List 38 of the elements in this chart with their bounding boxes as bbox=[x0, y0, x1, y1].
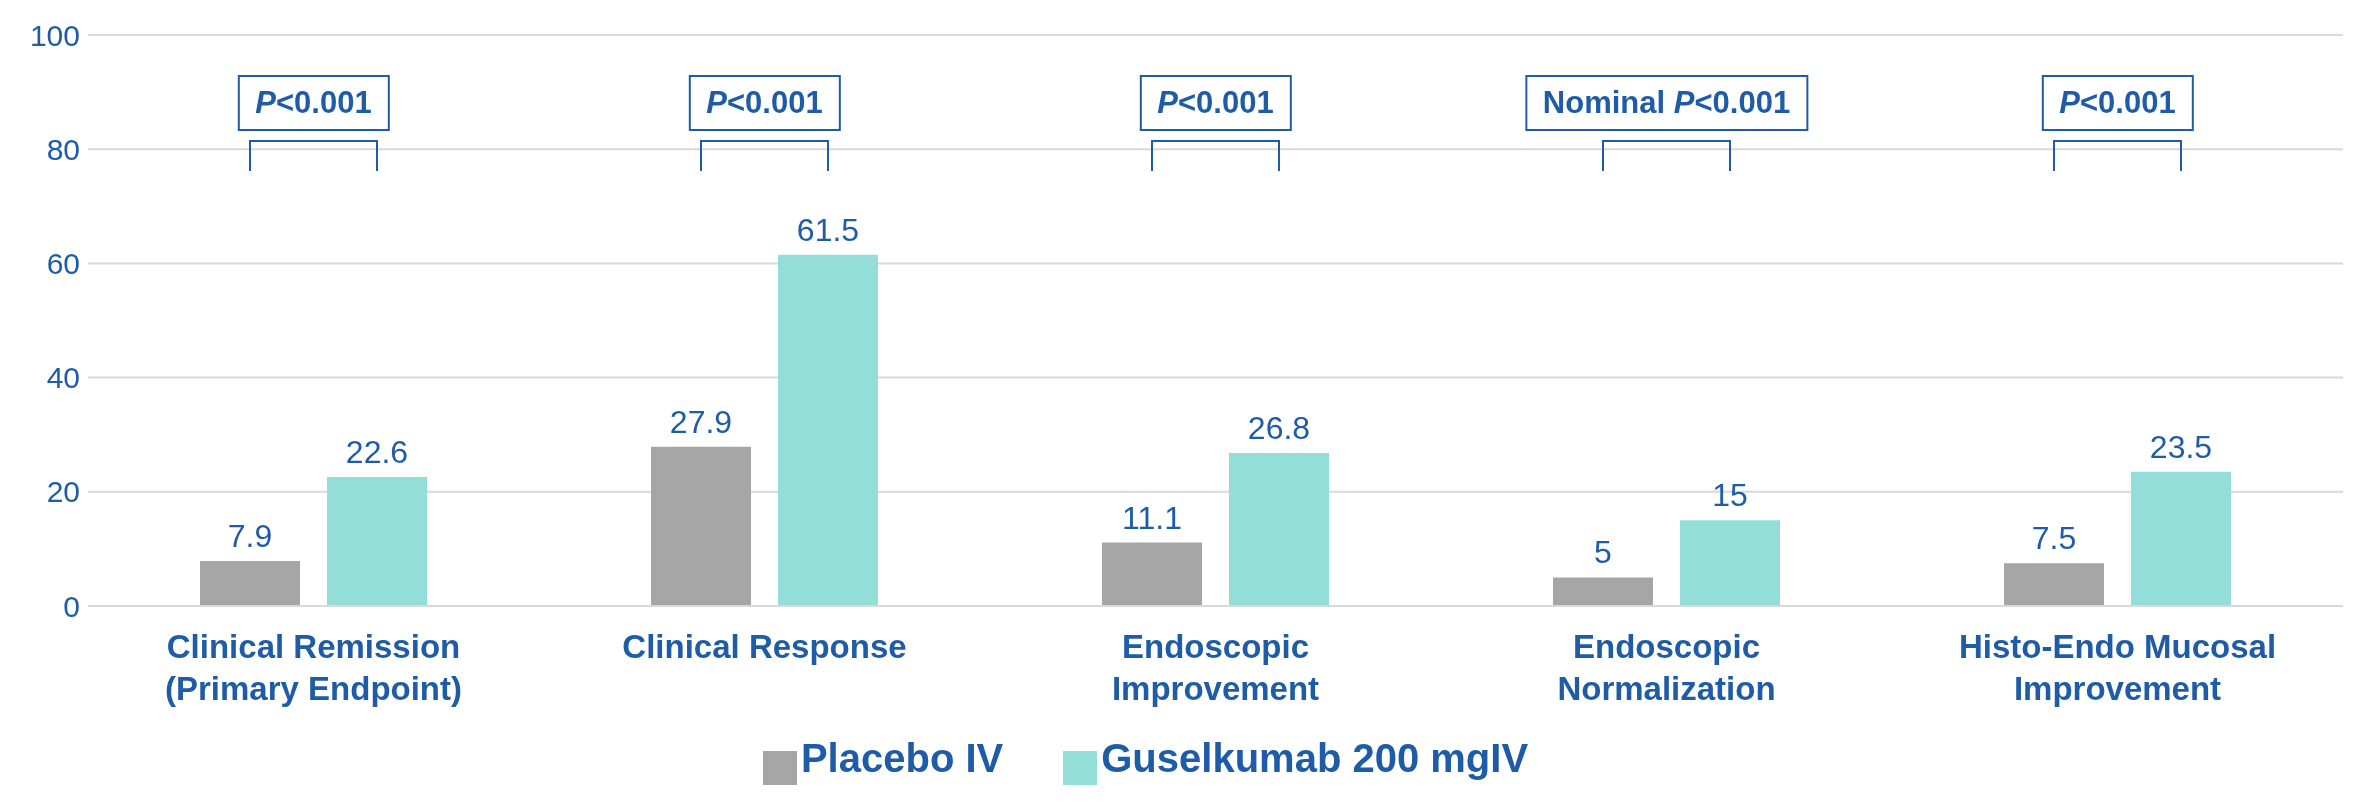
data-label: 7.5 bbox=[2031, 520, 2077, 557]
y-tick-label: 80 bbox=[46, 132, 80, 166]
data-label: 5 bbox=[1594, 534, 1612, 571]
annotation: P<0.001 bbox=[2041, 75, 2194, 132]
annotation: P<0.001 bbox=[1139, 75, 1292, 132]
y-tick-label: 100 bbox=[29, 18, 80, 52]
data-label: 27.9 bbox=[669, 403, 733, 440]
y-tick-label: 20 bbox=[46, 475, 80, 509]
x-tick-label: Histo-Endo Mucosal Improvement bbox=[1958, 628, 2277, 707]
bar bbox=[1680, 520, 1780, 606]
x-tick-label: Endoscopic Normalization bbox=[1557, 628, 1776, 707]
data-label: 7.9 bbox=[227, 517, 273, 554]
y-tick-label: 0 bbox=[63, 589, 80, 623]
x-tick-label: Endoscopic Improvement bbox=[1111, 628, 1320, 707]
bar bbox=[2004, 563, 2104, 606]
legend-label: Guselkumab 200 mgIV bbox=[1101, 736, 1529, 780]
data-label: 22.6 bbox=[345, 433, 409, 470]
bar bbox=[327, 476, 427, 606]
data-label: 11.1 bbox=[1122, 499, 1182, 536]
annotation: Nominal P<0.001 bbox=[1524, 75, 1809, 132]
bar bbox=[778, 254, 878, 606]
bar bbox=[1229, 452, 1329, 606]
bar bbox=[1553, 577, 1653, 606]
x-tick-label: Clinical Response bbox=[622, 628, 907, 665]
data-label: 15 bbox=[1712, 477, 1748, 514]
x-tick-label: Clinical Remission (Primary Endpoint) bbox=[164, 628, 463, 707]
bar bbox=[2131, 471, 2231, 606]
annotation: P<0.001 bbox=[237, 75, 390, 132]
data-label: 23.5 bbox=[2149, 428, 2213, 465]
data-label: 61.5 bbox=[796, 211, 860, 248]
y-tick-label: 40 bbox=[46, 361, 80, 395]
data-label: 26.8 bbox=[1247, 409, 1311, 446]
bar bbox=[651, 446, 751, 606]
annotation: P<0.001 bbox=[688, 75, 841, 132]
y-tick-label: 60 bbox=[46, 247, 80, 281]
legend-label: Placebo IV bbox=[800, 736, 1004, 780]
bar bbox=[200, 560, 300, 606]
bar bbox=[1102, 542, 1202, 606]
